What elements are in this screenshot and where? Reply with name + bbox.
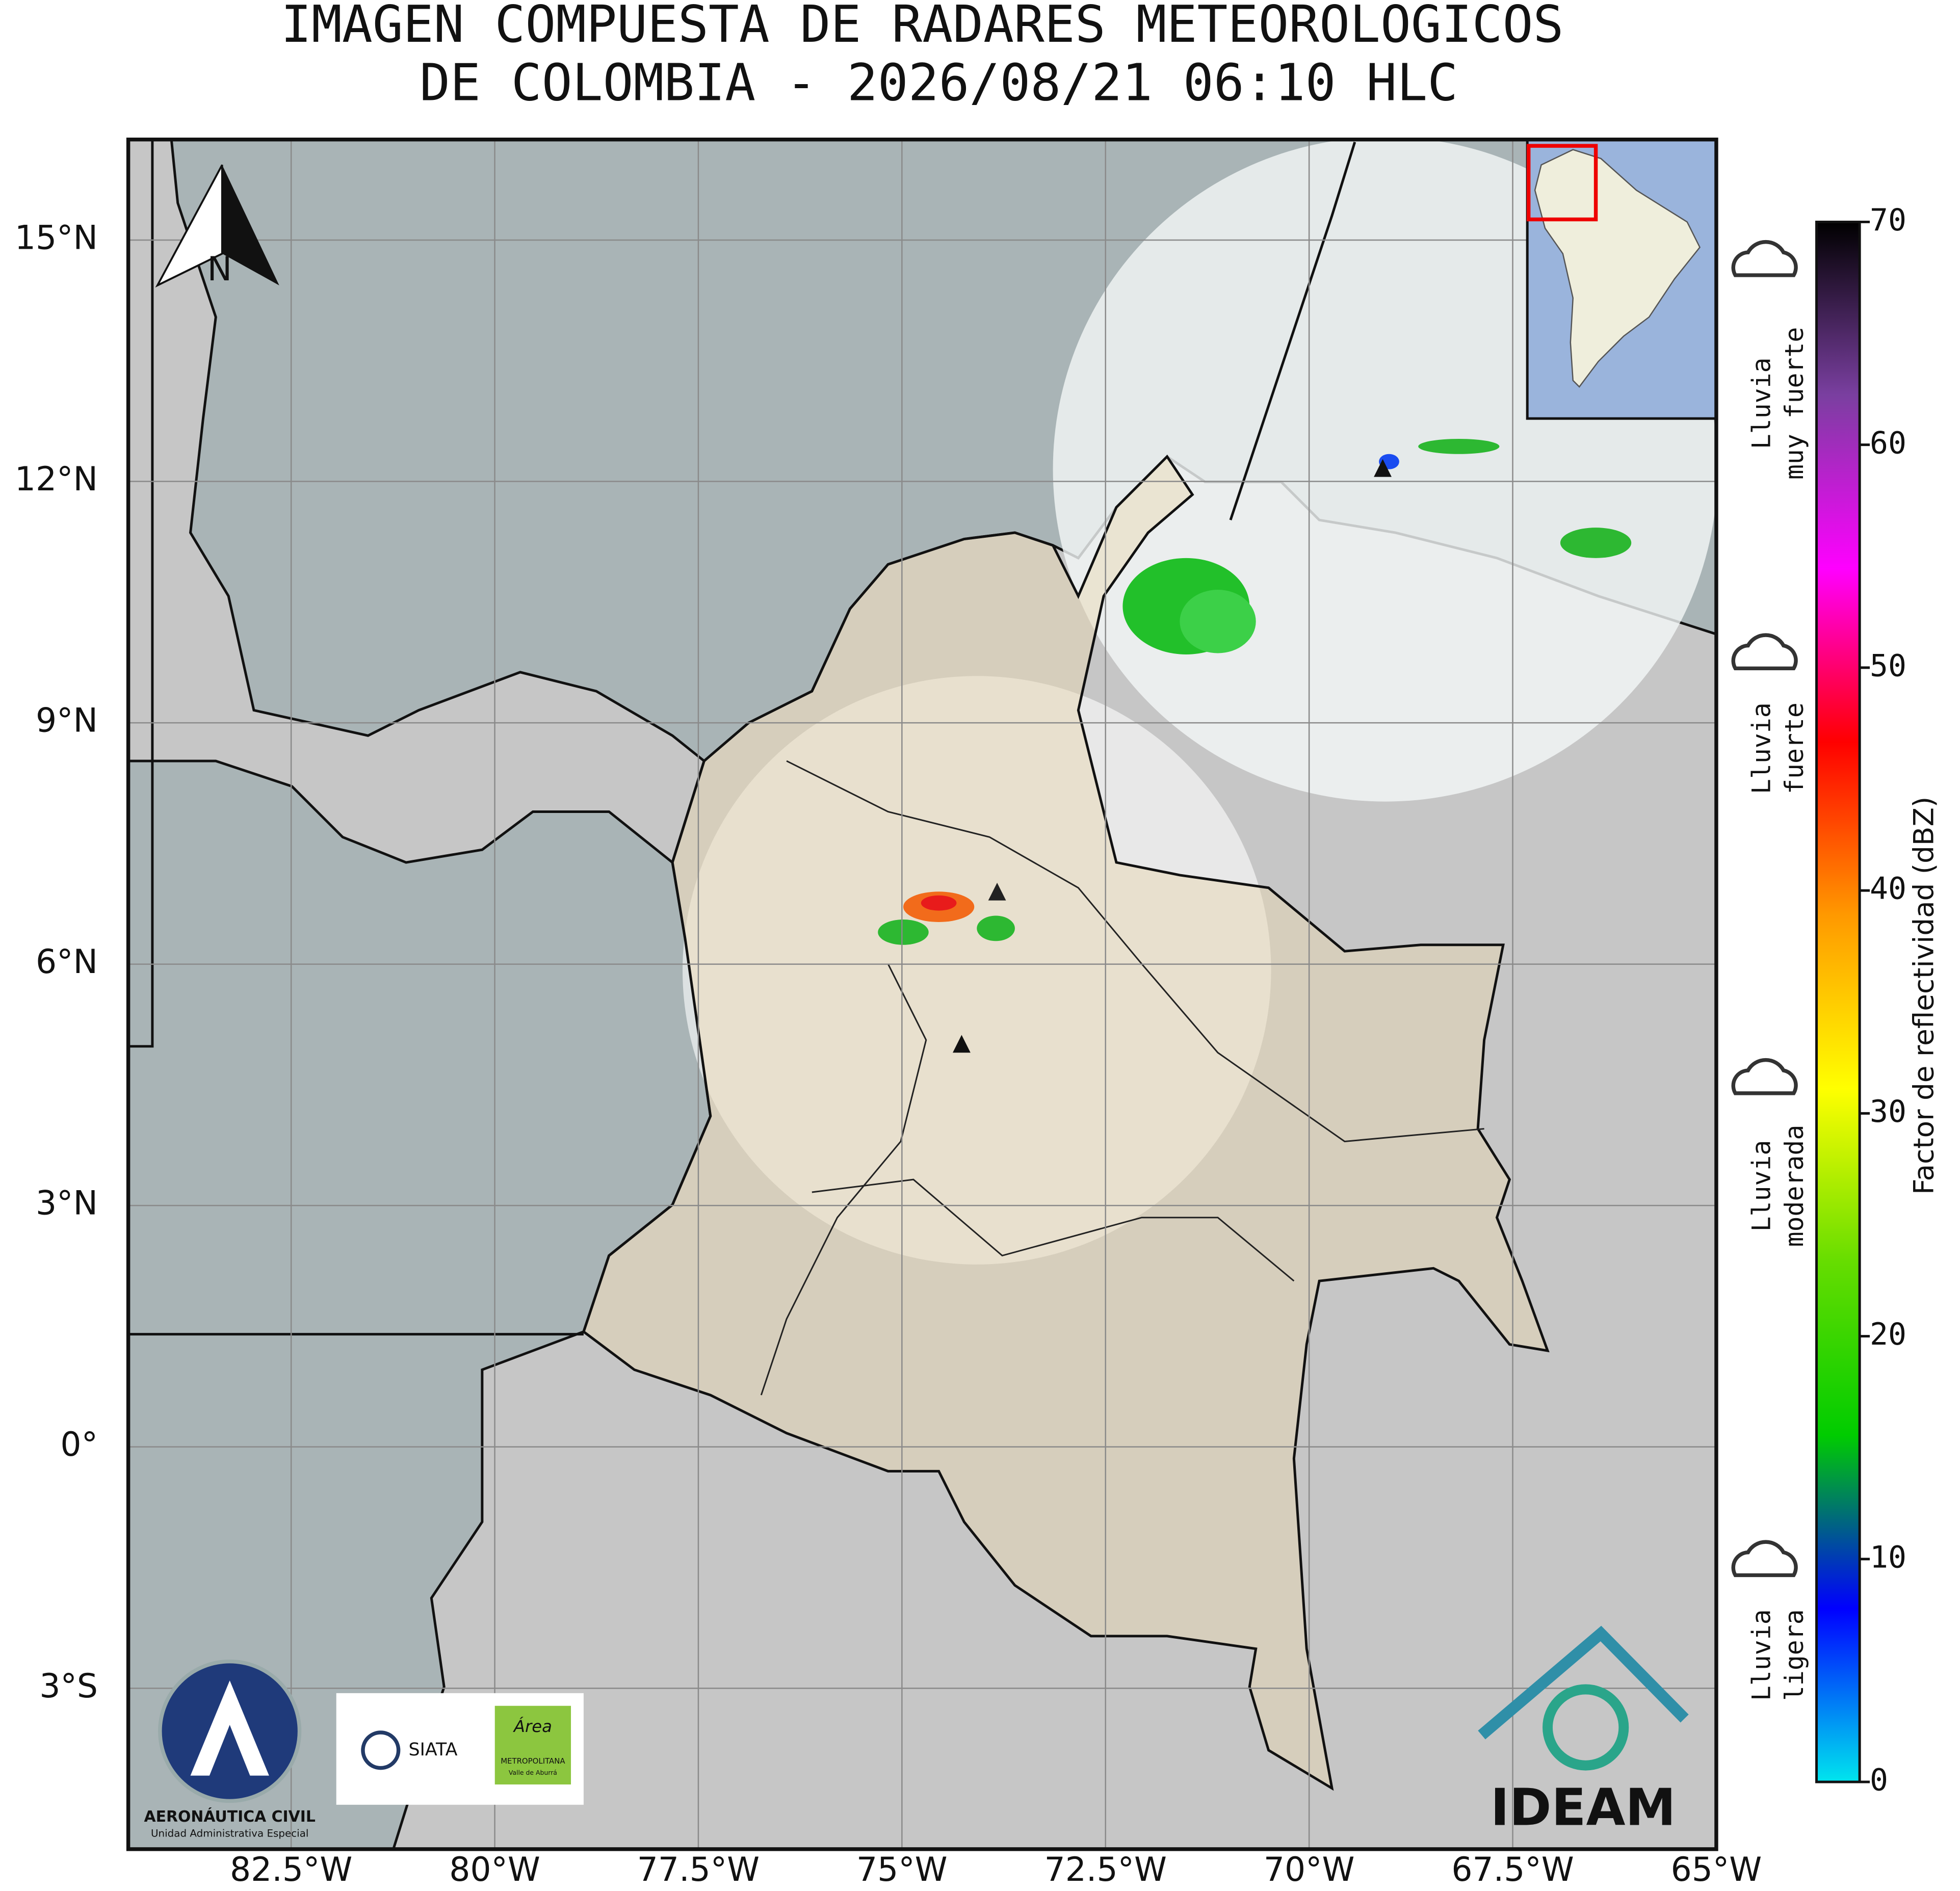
logo-text: Unidad Administrativa Especial — [151, 1828, 308, 1840]
colorbar-scale — [1815, 220, 1861, 1783]
title-line: IMAGEN COMPUESTA DE RADARES METEOROLOGIC… — [281, 0, 1563, 54]
inset-highlight — [1526, 144, 1598, 222]
border-line — [128, 139, 154, 1048]
rain-label: Lluvia — [1747, 1140, 1776, 1232]
radar-site — [988, 882, 1006, 901]
rain-icon — [1731, 240, 1798, 277]
rain-echo — [921, 895, 957, 911]
x-tick-label: 72.5°W — [1044, 1851, 1167, 1889]
logo-text: IDEAM — [1491, 1779, 1676, 1837]
colorbar-tick-label: 20 — [1870, 1317, 1906, 1352]
logo-text: Valle de Aburrá — [509, 1769, 557, 1776]
colorbar-tick-label: 40 — [1870, 872, 1906, 907]
map-frame — [126, 137, 1718, 1851]
rain-echo — [1560, 528, 1632, 558]
aerocivil-logo: AERONÁUTICA CIVIL Unidad Administrativa … — [144, 1659, 316, 1840]
radar-site — [953, 1035, 971, 1053]
y-tick-label: 3°S — [39, 1667, 98, 1705]
rain-icon — [1731, 633, 1798, 671]
y-tick-label: 15°N — [15, 219, 98, 257]
ideam-logo: IDEAM — [1478, 1625, 1689, 1837]
logo-text: SIATA — [409, 1740, 458, 1760]
border-line — [1229, 141, 1356, 520]
rain-label: Lluvia — [1747, 357, 1776, 449]
colorbar-tick-label: 60 — [1870, 426, 1906, 461]
y-tick-label: 12°N — [15, 460, 98, 498]
department-borders — [786, 760, 1484, 1142]
logo-text: Área — [513, 1717, 552, 1736]
rain-echo — [878, 919, 929, 945]
rain-echoes — [878, 438, 1632, 945]
inset-map — [1526, 138, 1718, 420]
x-tick-label: 82.5°W — [230, 1851, 352, 1889]
department-borders — [760, 963, 927, 1396]
arrow-dark — [222, 165, 279, 285]
rain-label: moderada — [1780, 1125, 1809, 1247]
x-tick-label: 65°W — [1671, 1851, 1762, 1889]
colorbar-label: Factor de reflectividad (dBZ) — [1907, 797, 1940, 1195]
logo-text: AERONÁUTICA CIVIL — [144, 1807, 316, 1826]
title-line: DE COLOMBIA - 2026/08/21 06:10 HLC — [420, 54, 1458, 113]
y-tick-label: 3°N — [36, 1185, 98, 1223]
siata-area-logo: SIATA Área METROPOLITANA Valle de Aburrá — [336, 1693, 584, 1805]
rain-echo — [1180, 590, 1256, 653]
north-arrow: N — [155, 164, 279, 288]
colorbar-tick-label: 50 — [1870, 648, 1906, 684]
logo-roof — [1478, 1625, 1689, 1740]
colorbar-tick-label: 10 — [1870, 1540, 1906, 1575]
logo-swirl — [1543, 1684, 1629, 1771]
north-label: N — [207, 250, 232, 288]
colorbar: Factor de reflectividad (dBZ) 0 10 20 30 40 5… — [1815, 203, 1940, 1798]
colorbar-tick-label: 70 — [1870, 203, 1906, 238]
radar-coverage — [683, 676, 1271, 1265]
map-area — [128, 139, 1716, 1849]
y-tick-label: 6°N — [36, 943, 98, 981]
rain-echo — [977, 915, 1015, 941]
logo-mark — [190, 1680, 269, 1776]
rain-label: Lluvia — [1747, 1609, 1776, 1701]
logo-text: METROPOLITANA — [501, 1756, 565, 1766]
department-borders — [812, 1178, 1295, 1282]
rain-label: muy fuerte — [1780, 327, 1809, 480]
rain-label: fuerte — [1780, 702, 1809, 794]
land-central-america — [128, 139, 706, 865]
logo-sun — [361, 1730, 401, 1770]
y-tick-label: 0° — [60, 1426, 98, 1464]
rain-icon — [1731, 1058, 1798, 1095]
rain-label: Lluvia — [1747, 702, 1776, 794]
inset-land — [1534, 149, 1701, 388]
logo-green — [494, 1705, 571, 1784]
grid — [128, 139, 1716, 1849]
rain-echo — [1418, 438, 1500, 454]
x-tick-label: 80°W — [449, 1851, 540, 1889]
x-tick-label: 77.5°W — [637, 1851, 760, 1889]
colorbar-tick-label: 30 — [1870, 1094, 1906, 1130]
colorbar-tick-label: 0 — [1870, 1763, 1888, 1798]
rain-label: ligera — [1780, 1609, 1809, 1701]
y-tick-label: 9°N — [36, 702, 98, 740]
radar-site — [1374, 459, 1392, 477]
x-tick-label: 75°W — [856, 1851, 948, 1889]
x-tick-label: 70°W — [1264, 1851, 1355, 1889]
rain-icon — [1731, 1540, 1798, 1578]
colombia-outline — [582, 454, 1550, 1791]
x-tick-label: 67.5°W — [1451, 1851, 1574, 1889]
